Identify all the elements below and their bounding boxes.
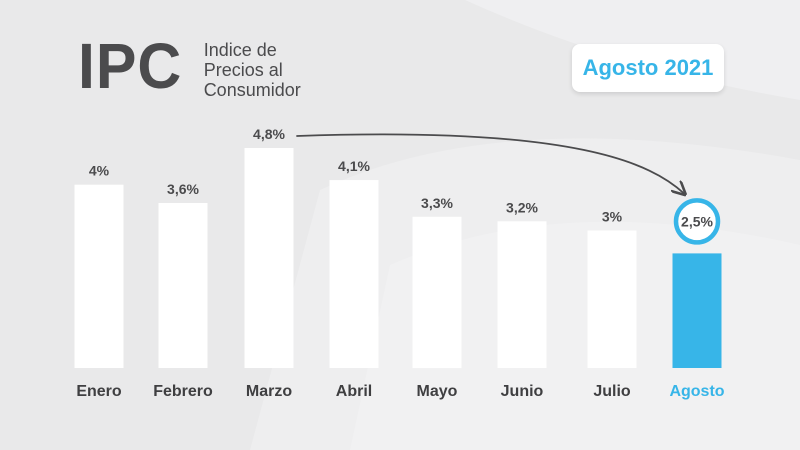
- bars-layer: [74, 148, 722, 369]
- x-tick-label: Abril: [336, 383, 372, 400]
- bar-mayo: [412, 216, 462, 369]
- bar-value-label: 4%: [89, 163, 110, 179]
- bar-enero: [74, 184, 124, 368]
- bar-abril: [329, 180, 379, 368]
- month-badge: Agosto 2021: [572, 44, 724, 92]
- logo-block: IPC Indice de Precios al Consumidor: [78, 34, 301, 100]
- bar-value-label: 3,2%: [506, 199, 538, 215]
- bar-value-label: 4,8%: [253, 126, 285, 142]
- bar-febrero: [158, 203, 208, 368]
- bar-value-label: 3,3%: [421, 195, 453, 211]
- comparison-arrow: [296, 133, 684, 193]
- ipc-logo: IPC: [78, 30, 183, 102]
- month-badge-label: Agosto 2021: [582, 55, 714, 80]
- logo-subtitle: Indice de Precios al Consumidor: [203, 40, 301, 100]
- highlight-value-circle: [673, 198, 721, 245]
- x-tick-label: Julio: [593, 383, 631, 400]
- x-tick-label: Junio: [501, 383, 544, 400]
- x-tick-label: Mayo: [417, 383, 458, 400]
- bar-value-label: 4,1%: [338, 158, 370, 174]
- labels-layer: Enero 4% Febrero 3,6% Marzo 4,8% Abril 4,1% Mayo…: [76, 126, 724, 400]
- bar-value-label: 2,5%: [681, 213, 713, 229]
- bar-marzo: [244, 148, 294, 368]
- bar-julio: [587, 230, 637, 368]
- bar-value-label: 3%: [602, 209, 623, 225]
- bar-junio: [497, 221, 547, 368]
- x-tick-label: Febrero: [153, 383, 213, 400]
- x-tick-label: Enero: [76, 383, 122, 400]
- bar-value-label: 3,6%: [167, 181, 199, 197]
- arrow-layer: [296, 133, 684, 193]
- x-tick-label: Agosto: [669, 383, 724, 400]
- x-tick-label: Marzo: [246, 383, 292, 400]
- bar-agosto: [672, 253, 722, 368]
